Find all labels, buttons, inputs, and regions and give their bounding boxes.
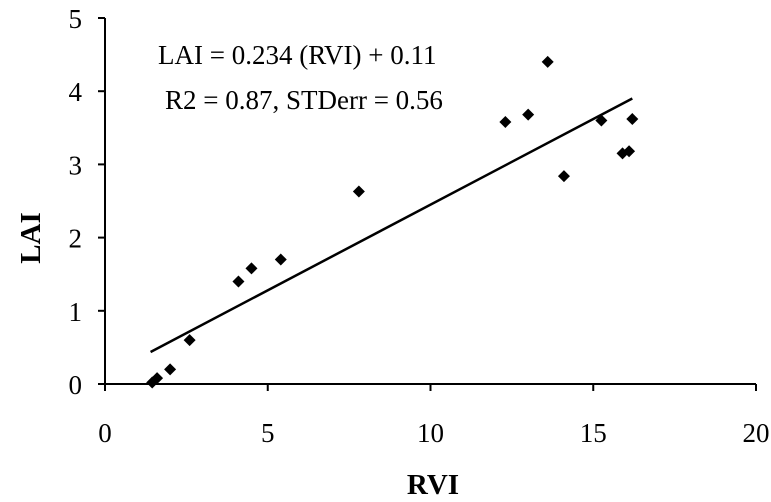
- y-tick-label: 3: [69, 150, 83, 180]
- y-tick-label: 5: [69, 4, 83, 34]
- data-point: [245, 262, 258, 275]
- data-point: [557, 170, 570, 183]
- data-point: [595, 114, 608, 127]
- y-tick-label: 0: [69, 370, 83, 400]
- y-tick-label: 1: [69, 297, 83, 327]
- data-point: [183, 334, 196, 347]
- y-axis-ticks: 0 1 2 3 4 5: [69, 4, 105, 400]
- x-tick-label: 0: [98, 418, 112, 448]
- x-axis-ticks: 0 5 10 15 20: [98, 384, 770, 448]
- x-tick-label: 5: [261, 418, 275, 448]
- x-axis-title: RVI: [407, 469, 459, 501]
- x-tick-label: 15: [580, 418, 607, 448]
- data-point: [151, 372, 164, 385]
- data-point: [274, 253, 287, 266]
- regression-trendline: [149, 97, 633, 354]
- data-point: [626, 113, 639, 126]
- x-tick-label: 20: [743, 418, 770, 448]
- data-point: [164, 363, 177, 376]
- data-point: [522, 108, 535, 121]
- y-tick-label: 2: [69, 224, 83, 254]
- data-point: [623, 145, 636, 158]
- axes: [104, 18, 756, 385]
- data-points: [146, 55, 639, 389]
- regression-equation: LAI = 0.234 (RVI) + 0.11: [158, 40, 437, 70]
- y-tick-label: 4: [69, 77, 83, 107]
- regression-stats: R2 = 0.87, STDerr = 0.56: [165, 85, 443, 115]
- data-point: [352, 185, 365, 198]
- data-point: [499, 115, 512, 128]
- data-point: [232, 275, 245, 288]
- data-point: [541, 55, 554, 68]
- y-axis-title: LAI: [15, 212, 47, 264]
- x-tick-label: 10: [417, 418, 444, 448]
